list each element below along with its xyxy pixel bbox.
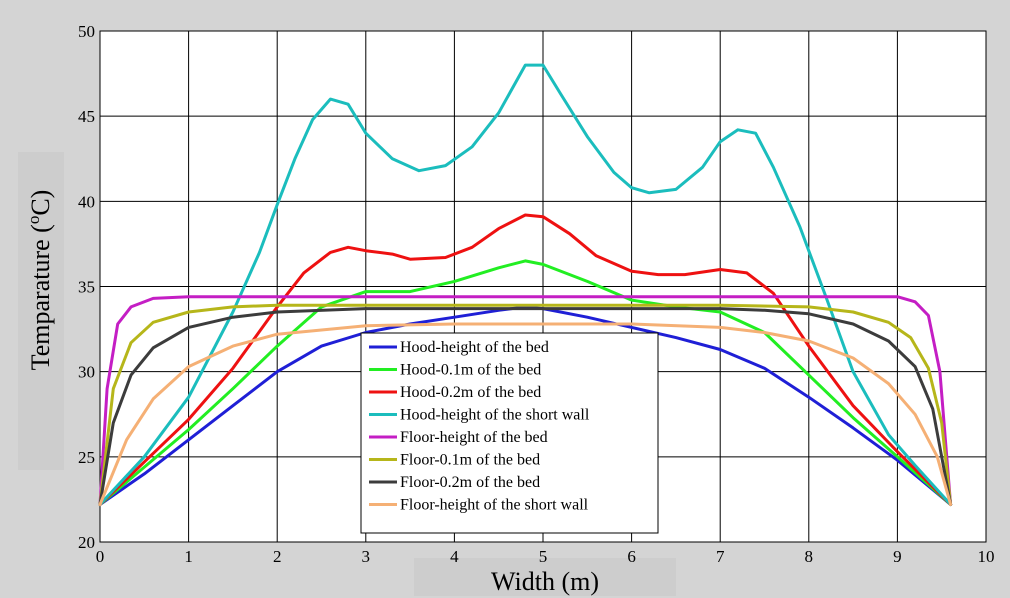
x-tick-label: 10 — [978, 547, 995, 566]
y-tick-label: 30 — [78, 363, 95, 382]
y-tick-label: 25 — [78, 448, 95, 467]
y-tick-label: 45 — [78, 107, 95, 126]
x-tick-label: 8 — [805, 547, 814, 566]
y-axis-title: Temparature (oC) — [24, 190, 55, 371]
x-tick-label: 0 — [96, 547, 105, 566]
series-line — [98, 307, 953, 506]
legend-label: Hood-height of the bed — [400, 339, 549, 356]
xlabel-highlight — [414, 558, 676, 596]
y-tick-label: 50 — [78, 22, 95, 41]
series-line — [98, 213, 953, 506]
grid — [100, 31, 986, 542]
legend-label: Floor-height of the short wall — [400, 497, 589, 514]
y-tick-label: 20 — [78, 533, 95, 552]
x-axis-ticks: 0 1 2 3 4 5 6 7 8 9 10 — [96, 547, 995, 566]
series-line — [98, 322, 953, 506]
series-line — [98, 259, 953, 506]
x-tick-label: 1 — [184, 547, 193, 566]
x-tick-label: 9 — [893, 547, 902, 566]
x-tick-label: 6 — [627, 547, 636, 566]
legend-label: Hood-0.2m of the bed — [400, 384, 541, 401]
x-tick-label: 7 — [716, 547, 725, 566]
legend-label: Floor-0.2m of the bed — [400, 474, 540, 491]
legend-label: Floor-0.1m of the bed — [400, 452, 540, 469]
ylabel-highlight — [18, 152, 64, 470]
series-line — [98, 63, 953, 506]
y-tick-label: 40 — [78, 192, 95, 211]
x-tick-label: 5 — [539, 547, 548, 566]
x-tick-label: 3 — [362, 547, 371, 566]
x-axis-title: Width (m) — [491, 567, 599, 596]
legend-label: Hood-height of the short wall — [400, 407, 590, 424]
legend: Hood-height of the bed Hood-0.1m of the b… — [360, 332, 659, 534]
series-line — [98, 303, 953, 506]
series-group — [98, 63, 953, 506]
series-line — [98, 295, 953, 506]
legend-label: Floor-height of the bed — [400, 429, 548, 446]
legend-box — [360, 332, 659, 534]
x-tick-label: 4 — [450, 547, 459, 566]
x-tick-label: 2 — [273, 547, 282, 566]
y-tick-label: 35 — [78, 278, 95, 297]
legend-label: Hood-0.1m of the bed — [400, 362, 541, 379]
y-axis-ticks: 20 25 30 35 40 45 50 — [78, 22, 95, 552]
series-line — [98, 305, 953, 506]
